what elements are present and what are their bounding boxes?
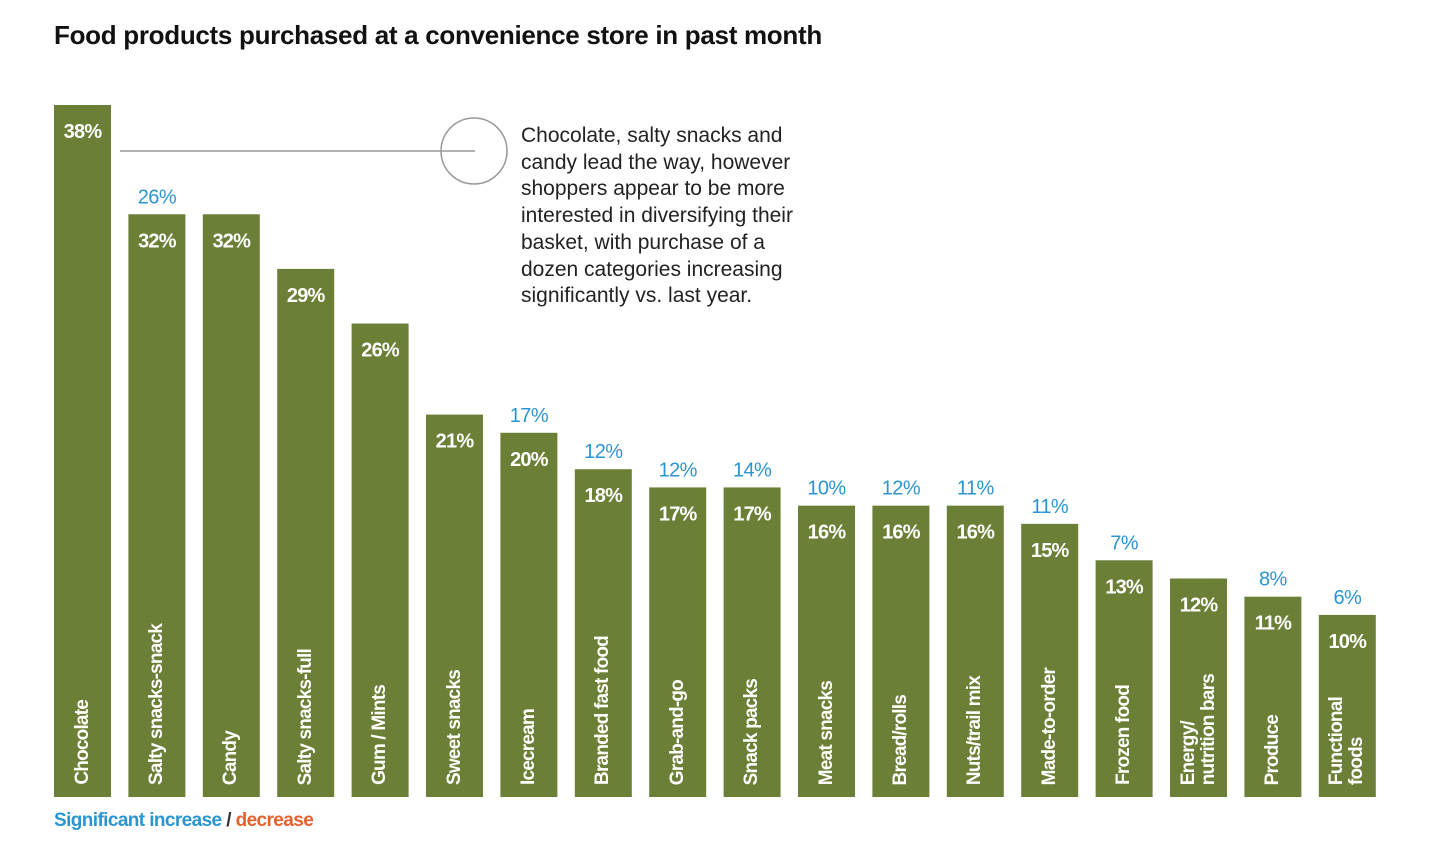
- value-label: 16%: [956, 522, 995, 544]
- increase-label: 7%: [1110, 532, 1139, 554]
- bar: [426, 414, 483, 797]
- x-tick-label: Salty snacks-full: [294, 649, 316, 786]
- chart-title: Food products purchased at a convenience…: [54, 20, 822, 50]
- x-tick-label: Branded fast food: [592, 636, 614, 785]
- x-tick-label: Gum / Mints: [369, 685, 391, 785]
- x-tick-label: Bread/rolls: [889, 695, 911, 786]
- value-label: 38%: [64, 121, 103, 143]
- bar: [1095, 560, 1153, 797]
- value-label: 32%: [138, 230, 177, 252]
- x-tick-label: Chocolate: [71, 700, 93, 785]
- value-label: 10%: [1328, 631, 1367, 653]
- bar: [1021, 523, 1079, 797]
- legend-decrease: decrease: [235, 810, 314, 831]
- value-label: 21%: [436, 431, 475, 453]
- value-label: 17%: [733, 503, 772, 525]
- increase-label: 12%: [659, 459, 698, 481]
- value-label: 13%: [1105, 576, 1144, 598]
- x-tick-label: Salty snacks-snack: [145, 624, 167, 785]
- increase-label: 12%: [882, 478, 921, 500]
- increase-label: 17%: [510, 405, 549, 427]
- bar: [54, 105, 111, 797]
- annotation-circle: [440, 117, 508, 185]
- legend-separator: /: [226, 810, 231, 831]
- value-label: 32%: [212, 230, 251, 252]
- value-label: 15%: [1031, 540, 1070, 562]
- increase-label: 14%: [733, 459, 772, 481]
- increase-label: 12%: [584, 441, 623, 463]
- x-tick-label: Made-to-order: [1038, 668, 1060, 786]
- value-label: 20%: [510, 449, 549, 471]
- x-tick-label: Functional foods: [1326, 697, 1368, 786]
- x-tick-label: Snack packs: [741, 679, 763, 786]
- value-label: 29%: [287, 285, 326, 307]
- bar: [946, 505, 1004, 797]
- bar: [277, 268, 335, 797]
- legend: Significant increase / decrease: [54, 810, 314, 832]
- value-label: 26%: [361, 340, 400, 362]
- value-label: 16%: [882, 522, 921, 544]
- x-tick-label: Grab-and-go: [666, 680, 688, 786]
- increase-label: 8%: [1259, 569, 1288, 591]
- bar: [1318, 614, 1376, 797]
- x-tick-label: Nuts/trail mix: [964, 676, 986, 786]
- value-label: 18%: [584, 485, 623, 507]
- bar: [1170, 578, 1227, 797]
- value-label: 11%: [1255, 613, 1293, 635]
- x-tick-label: Sweet snacks: [443, 670, 465, 786]
- value-label: 16%: [808, 522, 847, 544]
- bar: [574, 469, 632, 797]
- x-tick-label: Frozen food: [1113, 685, 1135, 785]
- bar: [351, 323, 409, 797]
- x-tick-label: Produce: [1261, 715, 1283, 786]
- bar: [128, 214, 186, 797]
- increase-label: 26%: [138, 186, 177, 208]
- x-tick-label: Candy: [220, 731, 242, 786]
- annotation: Chocolate, salty snacks and candy lead t…: [521, 124, 793, 308]
- bar: [202, 214, 260, 797]
- bar: [1244, 596, 1302, 797]
- value-label: 12%: [1180, 594, 1219, 616]
- increase-label: 6%: [1333, 587, 1362, 609]
- x-tick-label: Icecream: [517, 709, 539, 786]
- bar: [798, 505, 855, 797]
- bar: [723, 487, 781, 797]
- x-tick-label: Meat snacks: [815, 681, 837, 786]
- bar: [872, 505, 930, 797]
- bar: [500, 432, 558, 797]
- x-tick-label: Energy/ nutrition bars: [1177, 674, 1219, 786]
- legend-increase: Significant increase: [54, 810, 222, 831]
- increase-label: 11%: [957, 478, 995, 500]
- increase-label: 10%: [807, 478, 846, 500]
- value-label: 17%: [659, 503, 698, 525]
- bar: [649, 487, 707, 797]
- increase-label: 11%: [1031, 496, 1069, 518]
